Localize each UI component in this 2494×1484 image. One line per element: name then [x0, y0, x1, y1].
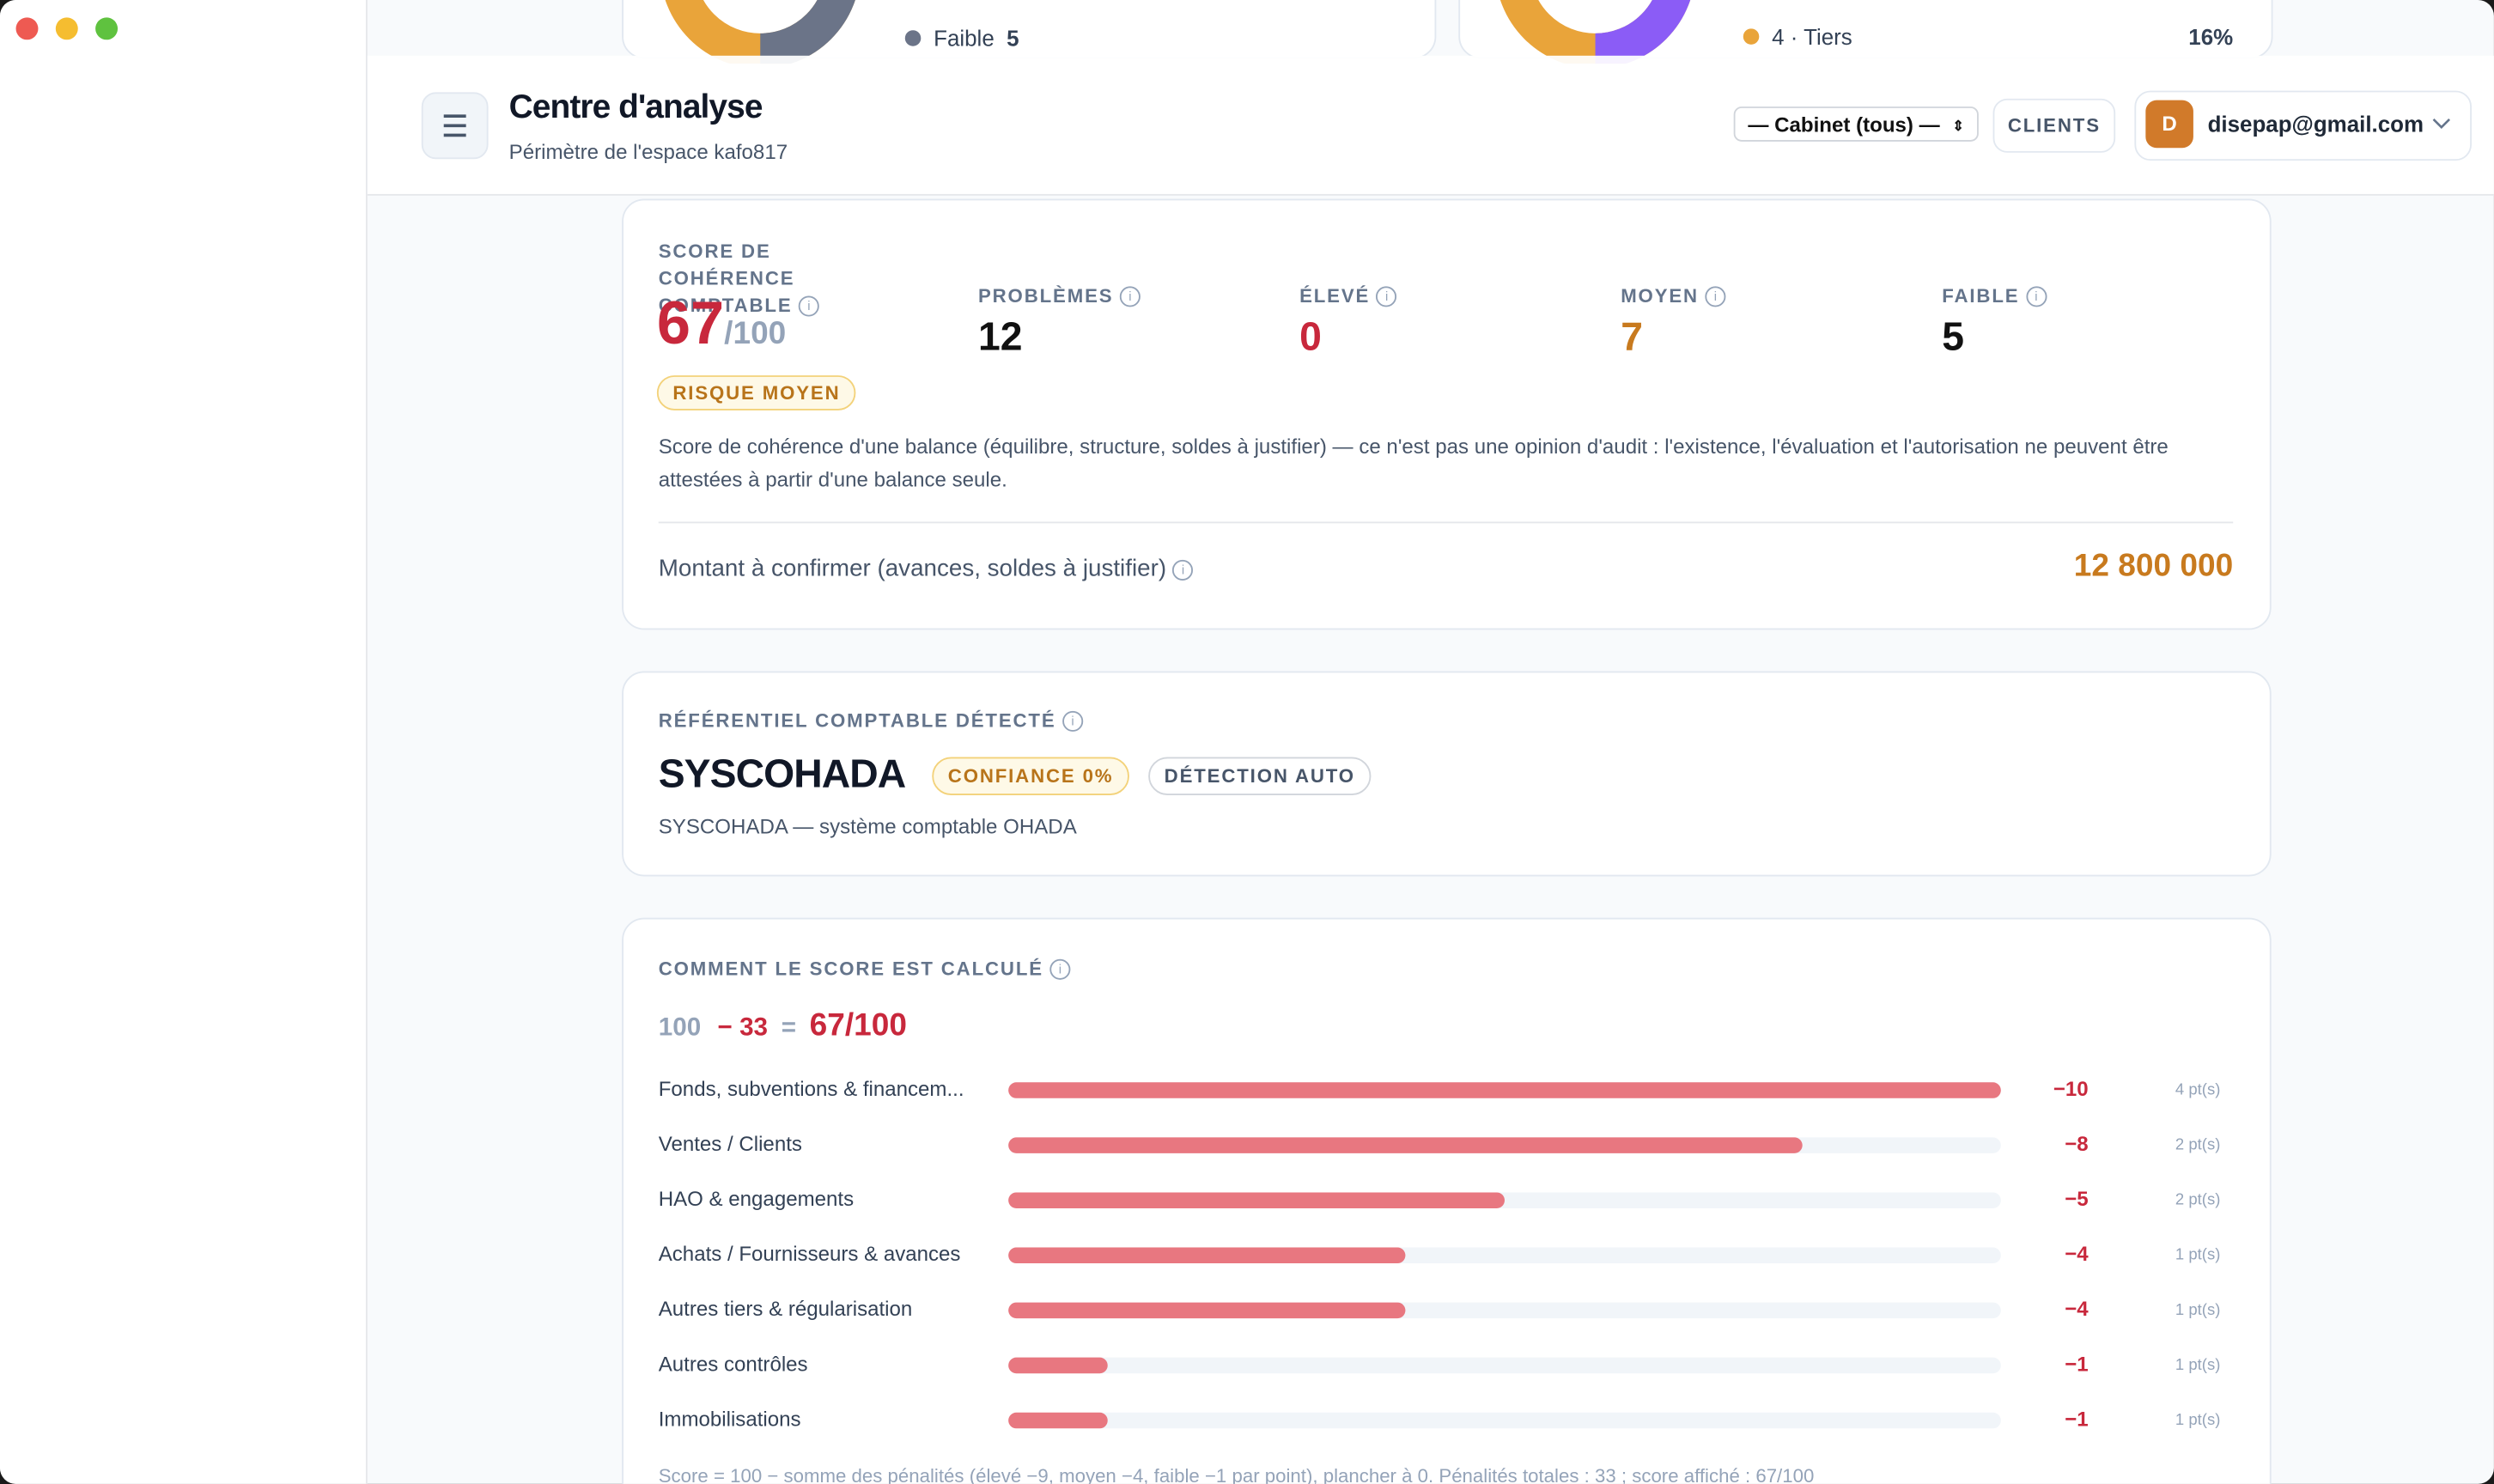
avatar: D — [2145, 100, 2193, 149]
bar — [1008, 1412, 1108, 1429]
category-label: Autres contrôles — [659, 1353, 808, 1376]
referentiel-label: RÉFÉRENTIEL COMPTABLE DÉTECTÉ i — [658, 709, 1084, 733]
page-subtitle: Périmètre de l'espace kafo817 — [508, 139, 788, 164]
formula-penalty: − 33 — [717, 1014, 769, 1043]
detection-badge: DÉTECTION AUTO — [1148, 757, 1372, 795]
minimize-button[interactable] — [55, 17, 78, 40]
calc-label: COMMENT LE SCORE EST CALCULÉ i — [659, 958, 1071, 981]
donut-partial — [1499, 0, 1691, 64]
bar-track — [1008, 1412, 2001, 1429]
count-label: 1 pt(s) — [2175, 1300, 2220, 1318]
score-value: 67/100 — [657, 291, 786, 360]
clients-button[interactable]: CLIENTS — [1992, 98, 2116, 153]
label-text: SCORE DE COHÉRENCE COMPTABLE — [658, 240, 795, 317]
bar — [1008, 1357, 1108, 1374]
chevron — [2432, 118, 2450, 129]
stat-value: 7 — [1621, 314, 1643, 360]
score-label: SCORE DE COHÉRENCE COMPTABLE i — [659, 239, 913, 319]
formula-result: 67/100 — [809, 1008, 907, 1043]
label-text: Montant à confirmer (avances, soldes à j… — [658, 555, 1167, 582]
score-max: /100 — [724, 316, 787, 352]
stat-value: 12 — [977, 314, 1023, 360]
stat-value: 0 — [1299, 314, 1322, 360]
count-label: 2 pt(s) — [2175, 1135, 2220, 1153]
value-label: −5 — [2065, 1188, 2088, 1211]
count-label: 2 pt(s) — [2175, 1190, 2220, 1208]
label-text: MOYEN — [1621, 284, 1699, 307]
label-text: FAIBLE — [1942, 284, 2020, 307]
legend-item: 4 · Tiers — [1743, 24, 1852, 49]
count-label: 1 pt(s) — [2175, 1410, 2220, 1428]
stat-label: MOYEN i — [1621, 284, 1726, 308]
label-text: RÉFÉRENTIEL COMPTABLE DÉTECTÉ — [658, 709, 1056, 732]
bar — [1008, 1247, 1406, 1264]
formula-base: 100 — [658, 1014, 702, 1043]
formula-eq: = — [781, 1014, 797, 1043]
calc-footnote: Score = 100 − somme des pénalités (élevé… — [658, 1464, 1815, 1484]
value-label: −8 — [2065, 1133, 2088, 1156]
count-label: 4 pt(s) — [2175, 1080, 2220, 1098]
zoom-button[interactable] — [95, 17, 119, 40]
close-button[interactable] — [15, 17, 39, 40]
label-text: COMMENT LE SCORE EST CALCULÉ — [658, 957, 1043, 980]
divider — [658, 521, 2234, 524]
category-label: HAO & engagements — [659, 1188, 854, 1211]
sidebar — [0, 0, 368, 1484]
value-label: −1 — [2065, 1408, 2088, 1431]
score-note: Score de cohérence d'une balance (équili… — [658, 434, 2169, 491]
account-email: disepap@gmail.com — [2207, 111, 2424, 137]
amount-label: Montant à confirmer (avances, soldes à j… — [658, 555, 1194, 582]
stat-label: ÉLEVÉ i — [1299, 285, 1397, 308]
label-text: PROBLÈMES — [977, 284, 1114, 307]
confidence-badge: CONFIANCE 0% — [932, 757, 1129, 795]
category-label: Achats / Fournisseurs & avances — [659, 1243, 961, 1266]
bar — [1008, 1192, 1505, 1208]
value-label: −10 — [2053, 1078, 2089, 1101]
page-title: Centre d'analyse — [508, 88, 763, 126]
category-label: Ventes / Clients — [659, 1133, 802, 1156]
stat-label: FAIBLE i — [1942, 285, 2047, 308]
amount-value: 12 800 000 — [2073, 548, 2234, 584]
bar — [1008, 1302, 1406, 1319]
value-label: −1 — [2065, 1353, 2088, 1376]
bar — [1008, 1082, 2001, 1098]
bar-track — [1008, 1357, 2001, 1374]
stat-label: PROBLÈMES i — [978, 285, 1141, 308]
referentiel-description: SYSCOHADA — système comptable OHADA — [658, 814, 1077, 839]
select-text: — Cabinet (tous) — — [1748, 113, 1940, 137]
donut-partial — [665, 0, 855, 64]
category-label: Fonds, subventions & financem... — [659, 1078, 964, 1101]
label-text: ÉLEVÉ — [1299, 284, 1371, 307]
score-number: 67 — [656, 290, 725, 358]
count-label: 1 pt(s) — [2175, 1245, 2220, 1263]
category-label: Autres tiers & régularisation — [659, 1298, 913, 1321]
formula: 100 − 33 = 67/100 — [659, 1008, 907, 1045]
menu-button[interactable] — [421, 92, 489, 160]
value-label: −4 — [2065, 1298, 2089, 1321]
risk-badge: RISQUE MOYEN — [656, 375, 857, 411]
stat-value: 5 — [1942, 314, 1965, 360]
referentiel-name: SYSCOHADA — [658, 751, 906, 797]
category-label: Immobilisations — [659, 1408, 801, 1431]
penalty-chart: Fonds, subventions & financem... −10 4 pt(… — [659, 1078, 2221, 1431]
bar — [1008, 1137, 1803, 1153]
cabinet-select[interactable]: — Cabinet (tous) — ⇕ — [1733, 106, 1979, 142]
legend-value: 16% — [2188, 23, 2234, 50]
legend-item: Faible 5 — [904, 26, 1019, 51]
score-card — [622, 198, 2272, 630]
value-label: −4 — [2065, 1243, 2089, 1266]
count-label: 1 pt(s) — [2175, 1355, 2220, 1373]
select-arrow: ⇕ — [1952, 118, 1965, 134]
referentiel-card — [622, 671, 2272, 877]
